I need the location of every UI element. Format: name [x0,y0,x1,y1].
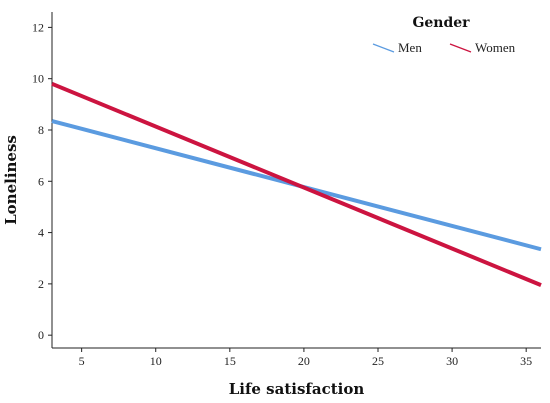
y-tick-label: 0 [38,328,44,342]
x-tick-label: 20 [298,354,310,368]
series-line-women [51,81,542,288]
y-tick-label: 6 [38,174,44,188]
x-tick-label: 25 [372,354,384,368]
axes [51,12,541,349]
y-axis-label: Loneliness [2,135,20,225]
y-tick-label: 12 [32,20,44,34]
legend-swatch-women [449,43,472,53]
legend-title: Gender [412,15,470,31]
legend-label-women: Women [475,40,516,55]
x-tick-label: 35 [520,354,532,368]
x-axis-label: Life satisfaction [229,380,365,398]
y-axis-ticks: 0 2 4 6 8 10 12 [32,20,52,342]
legend-label-men: Men [398,40,422,55]
x-tick-label: 30 [446,354,458,368]
y-tick-label: 8 [38,123,44,137]
x-tick-label: 15 [224,354,236,368]
legend-swatch-men [372,43,395,53]
x-tick-label: 10 [150,354,162,368]
x-tick-label: 5 [79,354,85,368]
y-tick-label: 10 [32,72,44,86]
x-axis-ticks: 5 10 15 20 25 30 35 [79,348,532,368]
y-tick-label: 2 [38,277,44,291]
y-tick-label: 4 [38,226,44,240]
legend: Gender Men Women [372,15,516,55]
series-lines [51,81,542,288]
